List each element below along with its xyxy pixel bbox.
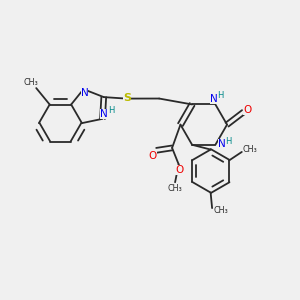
Text: H: H bbox=[218, 91, 224, 100]
Text: N: N bbox=[210, 94, 218, 104]
Text: O: O bbox=[148, 151, 157, 161]
Text: O: O bbox=[175, 165, 183, 175]
Text: N: N bbox=[80, 88, 88, 98]
Text: H: H bbox=[108, 106, 114, 115]
Text: CH₃: CH₃ bbox=[243, 145, 257, 154]
Text: N: N bbox=[218, 139, 226, 149]
Text: H: H bbox=[225, 137, 232, 146]
Text: S: S bbox=[123, 93, 131, 103]
Text: CH₃: CH₃ bbox=[23, 78, 38, 87]
Text: CH₃: CH₃ bbox=[214, 206, 228, 215]
Text: CH₃: CH₃ bbox=[168, 184, 182, 193]
Text: N: N bbox=[100, 110, 108, 119]
Text: O: O bbox=[243, 105, 251, 115]
